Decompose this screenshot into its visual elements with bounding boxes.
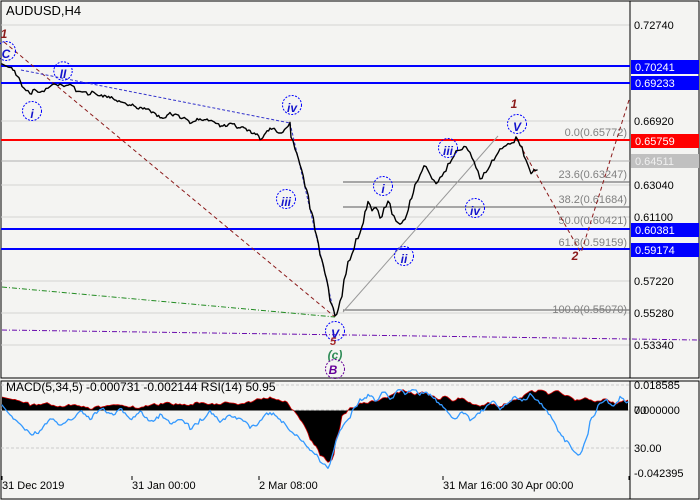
svg-text:61.8(0.59159): 61.8(0.59159) [559, 237, 628, 249]
svg-text:38.2(0.61684): 38.2(0.61684) [559, 194, 628, 206]
svg-text:2: 2 [571, 249, 579, 263]
svg-text:0.64511: 0.64511 [635, 156, 674, 168]
svg-text:0.60381: 0.60381 [635, 225, 675, 237]
svg-text:MACD(5,34,5) -0.000731 -0.0021: MACD(5,34,5) -0.000731 -0.002144 RSI(14)… [6, 380, 276, 394]
svg-text:0.61100: 0.61100 [634, 212, 673, 224]
svg-text:31 Dec 2019: 31 Dec 2019 [2, 480, 64, 492]
svg-text:1: 1 [511, 97, 518, 111]
svg-text:0.70241: 0.70241 [635, 62, 675, 74]
svg-text:B: B [329, 363, 338, 377]
svg-text:70: 70 [634, 405, 646, 417]
svg-text:iv: iv [470, 204, 481, 218]
svg-text:23.6(0.63247): 23.6(0.63247) [559, 169, 628, 181]
svg-text:iii: iii [443, 144, 454, 158]
svg-text:31 Jan 00:00: 31 Jan 00:00 [132, 480, 196, 492]
svg-text:31 Mar 16:00: 31 Mar 16:00 [443, 480, 508, 492]
svg-text:0.53340: 0.53340 [634, 340, 674, 352]
svg-text:1: 1 [1, 27, 8, 41]
svg-text:0.69233: 0.69233 [635, 78, 675, 90]
svg-text:0.72740: 0.72740 [634, 20, 674, 32]
svg-text:0.018585: 0.018585 [634, 380, 680, 392]
svg-text:II: II [60, 67, 67, 81]
svg-text:0.57220: 0.57220 [634, 276, 674, 288]
svg-text:2 Mar 08:00: 2 Mar 08:00 [259, 480, 318, 492]
svg-text:30.00: 30.00 [634, 443, 662, 455]
svg-text:0.59174: 0.59174 [635, 245, 675, 257]
svg-text:ii: ii [401, 252, 408, 266]
svg-text:0.55280: 0.55280 [634, 308, 674, 320]
svg-text:5: 5 [330, 336, 337, 348]
svg-text:iv: iv [287, 101, 298, 115]
svg-text:0.66920: 0.66920 [634, 116, 674, 128]
svg-text:V: V [513, 120, 522, 134]
svg-text:-0.042395: -0.042395 [634, 468, 684, 480]
svg-text:30 Apr 00:00: 30 Apr 00:00 [511, 480, 573, 492]
svg-text:100.0(0.55070): 100.0(0.55070) [552, 304, 627, 316]
svg-text:iii: iii [281, 195, 292, 209]
svg-text:0.63040: 0.63040 [634, 180, 674, 192]
svg-text:0.65759: 0.65759 [635, 136, 675, 148]
svg-text:AUDUSD,H4: AUDUSD,H4 [6, 3, 81, 18]
svg-text:C: C [2, 47, 11, 61]
